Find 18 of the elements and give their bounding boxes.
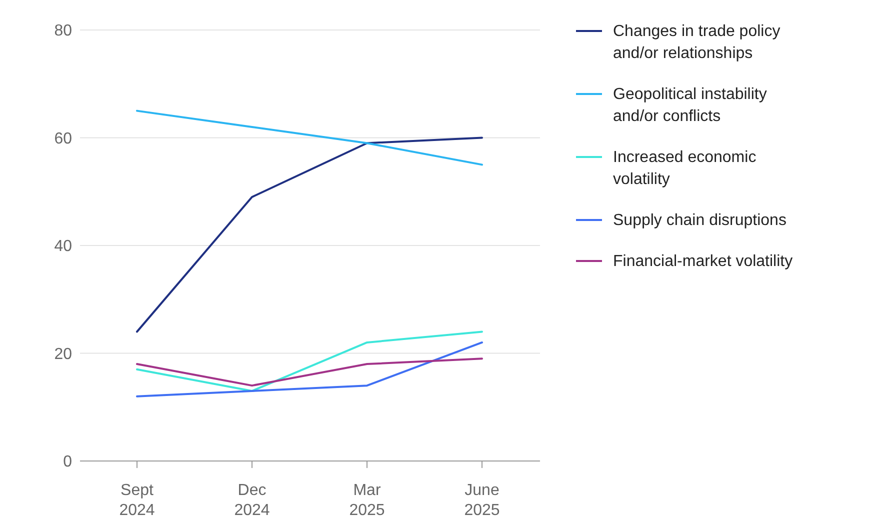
x-tick-label: Dec 2024 xyxy=(234,482,270,519)
legend-label: Financial-market volatility xyxy=(613,253,793,270)
y-tick-label: 40 xyxy=(54,238,72,256)
x-tick-label: June 2025 xyxy=(464,482,500,519)
x-tick-label: Sept 2024 xyxy=(119,482,155,519)
legend-label: Geopolitical instability and/or conflicts xyxy=(613,86,767,125)
legend-label: Changes in trade policy and/or relationships xyxy=(613,23,780,62)
line-series xyxy=(136,136,483,333)
y-tick-label: 0 xyxy=(63,454,72,471)
line-series xyxy=(136,341,483,398)
line-series xyxy=(136,330,483,392)
x-tick-label: Mar 2025 xyxy=(349,482,385,519)
y-tick-label: 20 xyxy=(54,346,72,363)
legend-label: Supply chain disruptions xyxy=(613,212,786,229)
line-series xyxy=(136,110,483,166)
y-tick-label: 60 xyxy=(54,130,72,148)
legend-label: Increased economic volatility xyxy=(613,149,756,188)
y-tick-label: 80 xyxy=(54,22,72,40)
